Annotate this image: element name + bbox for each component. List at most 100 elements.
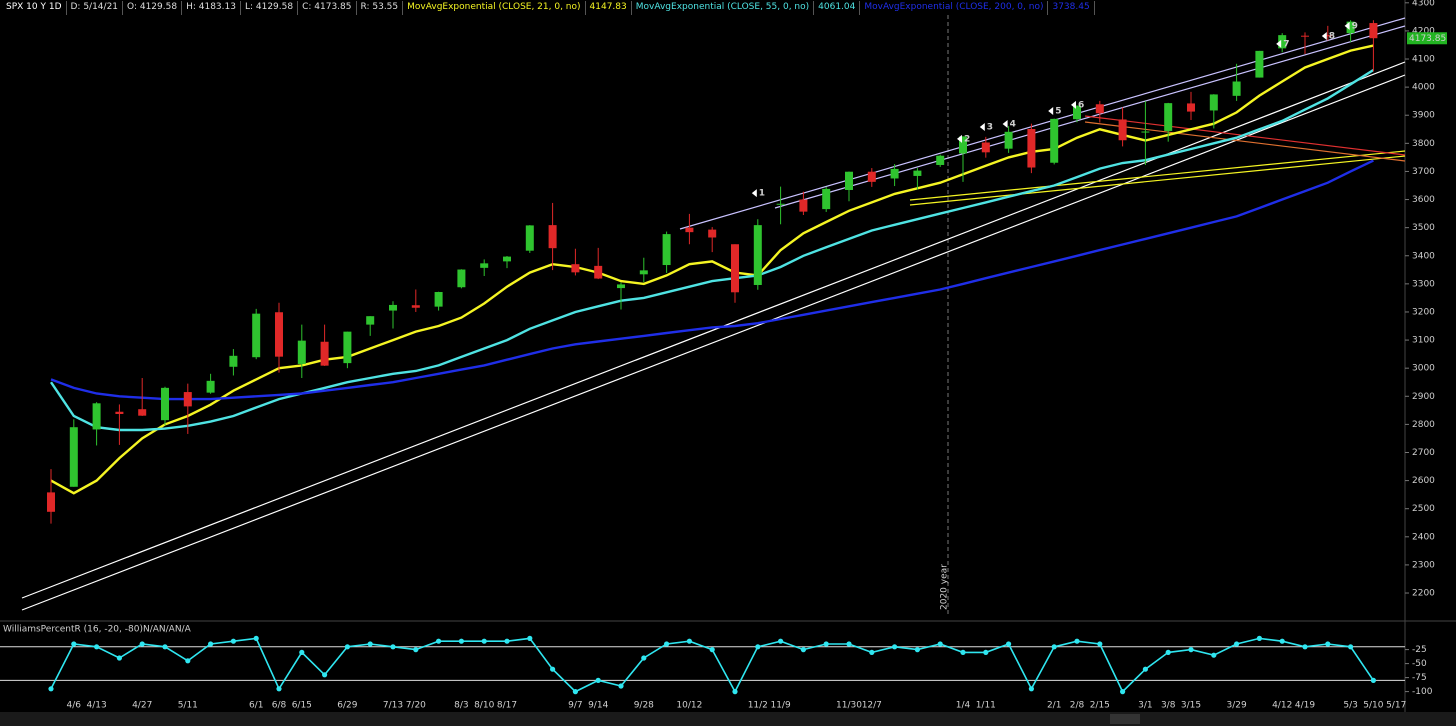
data-point [1234, 641, 1240, 647]
trend-line [679, 17, 1406, 230]
y-tick-label: 3100 [1412, 336, 1435, 346]
candle-body [639, 270, 648, 275]
candle-body [1278, 35, 1287, 49]
x-tick-label: 1/11 [976, 701, 996, 711]
x-tick-label: 2/8 [1070, 701, 1085, 711]
candle-body [92, 403, 101, 430]
scrollbar[interactable] [0, 712, 1456, 726]
candle-body [822, 188, 831, 210]
y-tick-label: 3400 [1412, 251, 1435, 261]
candle-body [913, 170, 922, 176]
last-price-label: 4173.85 [1409, 34, 1446, 44]
data-point [1256, 635, 1262, 642]
data-point [595, 677, 601, 684]
data-point [846, 641, 852, 647]
y-tick-label: 3700 [1412, 167, 1435, 177]
candle-body [799, 199, 808, 212]
trend-lines [21, 17, 1406, 611]
x-tick-label: 4/13 [86, 701, 106, 711]
data-point [1302, 644, 1308, 650]
study-value: 4147.83 [586, 1, 632, 15]
x-tick-label: 8/17 [497, 701, 517, 711]
data-point [276, 686, 282, 692]
data-point [230, 638, 236, 644]
wave-marker [1071, 100, 1076, 109]
data-point [1211, 652, 1217, 658]
candle-body [115, 411, 124, 414]
wave-marker [979, 123, 985, 132]
x-tick-label: 4/6 [67, 701, 82, 711]
x-tick-label: 7/13 [383, 701, 403, 711]
wave-marker [1276, 39, 1282, 48]
candle-body [275, 312, 283, 357]
candle-body [434, 292, 443, 307]
study-value: 4061.04 [814, 1, 861, 15]
wave-label: 7 [1283, 39, 1289, 49]
data-point [664, 641, 670, 647]
header: SPX 10 Y 1D D: 5/14/21 O: 4129.58 H: 4183.1… [2, 1, 1095, 15]
data-point [253, 635, 259, 642]
trend-line [909, 155, 1406, 206]
data-point [778, 638, 784, 644]
study-title: WilliamsPercentR (16, -20, -80)N/AN/AN/A [3, 625, 192, 635]
study-value: 3738.45 [1048, 1, 1095, 15]
x-tick-label: 8/3 [454, 701, 468, 711]
x-tick-label: 10/12 [676, 701, 702, 711]
x-tick-label: 4/27 [132, 701, 152, 711]
data-point [94, 644, 100, 650]
data-point [1097, 641, 1103, 647]
y-tick-label: -50 [1412, 659, 1427, 669]
y-tick-label: 3600 [1412, 195, 1435, 205]
data-point [1006, 641, 1012, 647]
candle-body [685, 227, 694, 233]
scroll-thumb[interactable] [1110, 714, 1140, 724]
candle-body [480, 263, 489, 268]
x-tick-label: 9/7 [568, 701, 582, 711]
x-tick-label: 11/9 [770, 701, 790, 711]
candle-body [1301, 35, 1309, 37]
data-point [550, 666, 556, 672]
x-tick-label: 5/3 [1343, 701, 1357, 711]
candle-body [389, 304, 397, 311]
data-point [344, 644, 350, 650]
candle-body [525, 225, 534, 251]
ohlc-info: O: 4129.58 [123, 1, 183, 15]
x-tick-label: 8/10 [474, 701, 494, 711]
candle-body [1027, 129, 1036, 168]
candle-body [69, 427, 78, 487]
candle-body [206, 380, 215, 393]
data-point [686, 638, 693, 644]
candle-body [1073, 105, 1081, 120]
data-point [162, 644, 168, 650]
candle-body [753, 225, 762, 285]
y-tick-label: -100 [1412, 687, 1433, 697]
candle-body [1118, 119, 1127, 141]
x-tick-label: 1/4 [956, 701, 971, 711]
data-point [983, 649, 989, 656]
year-annotation: 2020 year [940, 564, 950, 610]
candle-body [594, 265, 603, 279]
y-tick-label: -75 [1412, 673, 1427, 683]
y-tick-label: 4300 [1412, 0, 1435, 8]
candle-body [936, 155, 945, 165]
data-point [413, 647, 419, 653]
data-point [185, 658, 191, 664]
data-point [367, 641, 373, 647]
data-point [869, 649, 875, 656]
candle-body [1209, 94, 1218, 111]
candle-body [503, 256, 511, 262]
candle-body [252, 313, 261, 358]
candle-body [981, 142, 990, 153]
y-tick-label: 3200 [1412, 307, 1435, 317]
y-tick-label: 3800 [1412, 139, 1435, 149]
data-point [1370, 677, 1376, 684]
x-tick-label: 11/2 [748, 701, 768, 711]
data-point [299, 649, 305, 656]
series-line [50, 68, 1375, 432]
wave-label: 1 [759, 189, 765, 199]
candle-body [320, 341, 329, 366]
data-point [641, 655, 647, 661]
wave-label: 2 [964, 134, 970, 144]
x-tick-label: 3/8 [1161, 701, 1176, 711]
